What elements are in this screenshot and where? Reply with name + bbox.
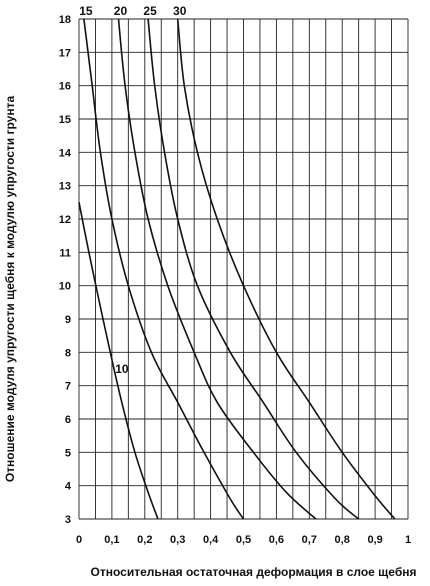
x-tick-label: 1 xyxy=(405,534,411,546)
y-tick-label: 7 xyxy=(65,381,71,393)
y-tick-label: 6 xyxy=(65,414,71,426)
y-axis-title: Отношение модуля упругости щебня к модул… xyxy=(3,96,17,483)
curve-label-25: 25 xyxy=(143,4,157,18)
y-tick-label: 16 xyxy=(59,81,71,93)
curves xyxy=(78,18,396,520)
curve-label-15: 15 xyxy=(79,4,93,18)
curve-10 xyxy=(78,202,159,520)
x-tick-label: 0,8 xyxy=(335,534,350,546)
curve-labels: 15 20 25 30 10 xyxy=(79,4,186,376)
y-tick-label: 15 xyxy=(59,114,71,126)
y-tick-label: 14 xyxy=(59,147,72,159)
x-tick-label: 0,5 xyxy=(236,534,251,546)
x-tick-label: 0,2 xyxy=(137,534,152,546)
x-axis-title: Относительная остаточная деформация в сл… xyxy=(91,565,417,579)
y-tick-label: 5 xyxy=(65,447,71,459)
y-tick-label: 13 xyxy=(59,181,71,193)
y-tick-label: 18 xyxy=(59,14,71,26)
y-tick-label: 8 xyxy=(65,347,71,359)
x-tick-label: 0,9 xyxy=(367,534,382,546)
x-tick-label: 0,1 xyxy=(104,534,119,546)
y-tick-label: 9 xyxy=(65,314,71,326)
curve-15 xyxy=(83,18,245,520)
y-tick-label: 4 xyxy=(65,481,72,493)
x-tick-label: 0,7 xyxy=(302,534,317,546)
curve-label-30: 30 xyxy=(173,4,187,18)
curve-30 xyxy=(176,18,396,520)
curve-20 xyxy=(117,18,317,520)
x-tick-label: 0,3 xyxy=(170,534,185,546)
x-tick-label: 0,6 xyxy=(269,534,284,546)
y-tick-label: 12 xyxy=(59,214,71,226)
x-tick-label: 0 xyxy=(76,534,82,546)
curve-label-20: 20 xyxy=(114,4,128,18)
y-tick-label: 10 xyxy=(59,281,71,293)
x-tick-labels: 0 0,1 0,2 0,3 0,4 0,5 0,6 0,7 0,8 0,9 1 xyxy=(76,534,411,546)
x-tick-label: 0,4 xyxy=(203,534,219,546)
y-tick-label: 11 xyxy=(59,247,71,259)
curve-25 xyxy=(147,18,360,520)
y-tick-label: 17 xyxy=(59,47,71,59)
y-tick-labels: 3 4 5 6 7 8 9 10 11 12 13 14 15 16 17 18 xyxy=(59,14,72,526)
grid xyxy=(78,18,409,520)
y-tick-label: 3 xyxy=(65,514,71,526)
curve-label-10: 10 xyxy=(115,362,129,376)
